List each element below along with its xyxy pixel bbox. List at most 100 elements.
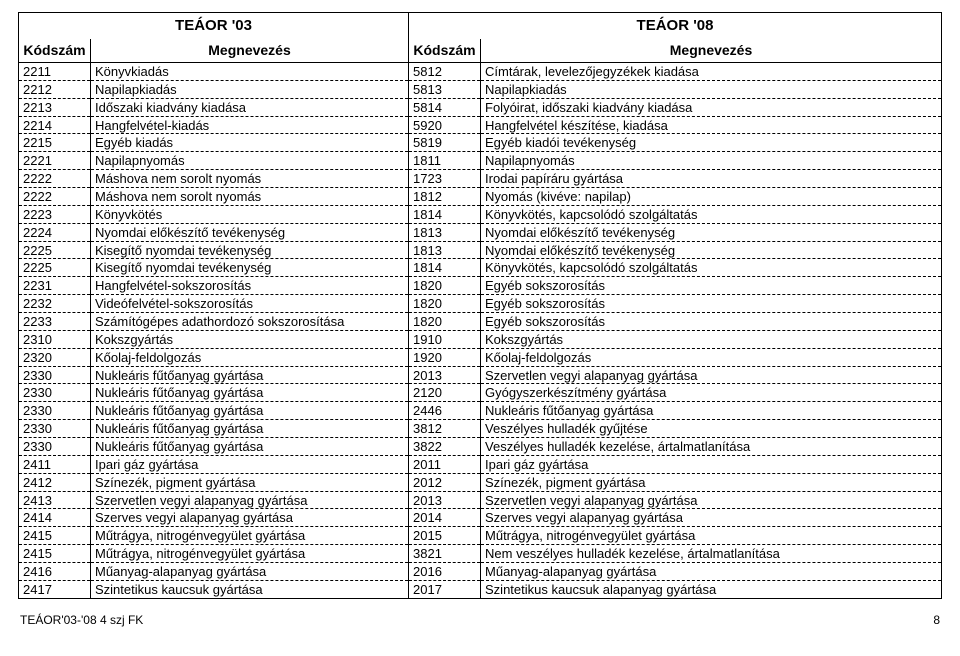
cell-c08: 2120 — [409, 384, 481, 402]
cell-c08: 1813 — [409, 241, 481, 259]
cell-c03: 2214 — [19, 116, 91, 134]
cell-c08: 2016 — [409, 563, 481, 581]
cell-c08: 1820 — [409, 277, 481, 295]
cell-n08: Hangfelvétel készítése, kiadása — [481, 116, 942, 134]
table-row: 2414Szerves vegyi alapanyag gyártása2014… — [19, 509, 942, 527]
cell-c03: 2320 — [19, 348, 91, 366]
cell-c08: 3822 — [409, 438, 481, 456]
table-row: 2330Nukleáris fűtőanyag gyártása2013Szer… — [19, 366, 942, 384]
cell-c03: 2231 — [19, 277, 91, 295]
cell-n03: Nukleáris fűtőanyag gyártása — [91, 366, 409, 384]
table-row: 2330Nukleáris fűtőanyag gyártása3822Vesz… — [19, 438, 942, 456]
table-row: 2412Színezék, pigment gyártása2012Színez… — [19, 473, 942, 491]
cell-n08: Kőolaj-feldolgozás — [481, 348, 942, 366]
cell-c03: 2215 — [19, 134, 91, 152]
col-code-03: Kódszám — [19, 39, 91, 63]
cell-c08: 5812 — [409, 63, 481, 81]
table-row: 2233Számítógépes adathordozó sokszorosít… — [19, 313, 942, 331]
cell-c03: 2225 — [19, 241, 91, 259]
table-row: 2211Könyvkiadás5812Címtárak, levelezőjeg… — [19, 63, 942, 81]
cell-c03: 2222 — [19, 170, 91, 188]
cell-n08: Napilapkiadás — [481, 80, 942, 98]
cell-n08: Szintetikus kaucsuk alapanyag gyártása — [481, 580, 942, 598]
cell-n08: Nyomdai előkészítő tevékenység — [481, 241, 942, 259]
table-row: 2330Nukleáris fűtőanyag gyártása2446Nukl… — [19, 402, 942, 420]
cell-c03: 2330 — [19, 366, 91, 384]
table-row: 2212Napilapkiadás5813Napilapkiadás — [19, 80, 942, 98]
cell-n03: Máshova nem sorolt nyomás — [91, 170, 409, 188]
cell-c08: 2012 — [409, 473, 481, 491]
cell-n03: Szintetikus kaucsuk gyártása — [91, 580, 409, 598]
cell-n08: Műtrágya, nitrogénvegyület gyártása — [481, 527, 942, 545]
cell-c03: 2232 — [19, 295, 91, 313]
cell-c08: 2014 — [409, 509, 481, 527]
cell-n08: Könyvkötés, kapcsolódó szolgáltatás — [481, 205, 942, 223]
cell-n08: Címtárak, levelezőjegyzékek kiadása — [481, 63, 942, 81]
table-row: 2330Nukleáris fűtőanyag gyártása3812Vesz… — [19, 420, 942, 438]
cell-n03: Kisegítő nyomdai tevékenység — [91, 241, 409, 259]
cell-c03: 2413 — [19, 491, 91, 509]
cell-c03: 2213 — [19, 98, 91, 116]
cell-n08: Nyomdai előkészítő tevékenység — [481, 223, 942, 241]
cell-n03: Műtrágya, nitrogénvegyület gyártása — [91, 545, 409, 563]
table-row: 2330Nukleáris fűtőanyag gyártása2120Gyóg… — [19, 384, 942, 402]
cell-n03: Számítógépes adathordozó sokszorosítása — [91, 313, 409, 331]
cell-c03: 2411 — [19, 455, 91, 473]
cell-n03: Szervetlen vegyi alapanyag gyártása — [91, 491, 409, 509]
table-body: 2211Könyvkiadás5812Címtárak, levelezőjeg… — [19, 63, 942, 599]
table-row: 2231Hangfelvétel-sokszorosítás1820Egyéb … — [19, 277, 942, 295]
table-row: 2222Máshova nem sorolt nyomás1723Irodai … — [19, 170, 942, 188]
cell-c03: 2211 — [19, 63, 91, 81]
cell-n03: Máshova nem sorolt nyomás — [91, 188, 409, 206]
cell-n08: Egyéb sokszorosítás — [481, 313, 942, 331]
cell-c03: 2223 — [19, 205, 91, 223]
cell-c03: 2310 — [19, 330, 91, 348]
cell-n08: Ipari gáz gyártása — [481, 455, 942, 473]
cell-n08: Napilapnyomás — [481, 152, 942, 170]
cell-c08: 1920 — [409, 348, 481, 366]
cell-c03: 2330 — [19, 438, 91, 456]
cell-c08: 2017 — [409, 580, 481, 598]
header-right: TEÁOR '08 — [409, 13, 942, 40]
cell-n08: Egyéb sokszorosítás — [481, 295, 942, 313]
table-row: 2225Kisegítő nyomdai tevékenység1814Köny… — [19, 259, 942, 277]
cell-c08: 1814 — [409, 205, 481, 223]
table-row: 2413Szervetlen vegyi alapanyag gyártása2… — [19, 491, 942, 509]
cell-c08: 2015 — [409, 527, 481, 545]
table-row: 2222Máshova nem sorolt nyomás1812Nyomás … — [19, 188, 942, 206]
cell-n08: Egyéb sokszorosítás — [481, 277, 942, 295]
cell-n03: Ipari gáz gyártása — [91, 455, 409, 473]
cell-n08: Műanyag-alapanyag gyártása — [481, 563, 942, 581]
cell-n03: Napilapkiadás — [91, 80, 409, 98]
col-name-08: Megnevezés — [481, 39, 942, 63]
cell-n03: Hangfelvétel-kiadás — [91, 116, 409, 134]
cell-n03: Színezék, pigment gyártása — [91, 473, 409, 491]
cell-n03: Kisegítő nyomdai tevékenység — [91, 259, 409, 277]
cell-n03: Videófelvétel-sokszorosítás — [91, 295, 409, 313]
cell-n08: Szervetlen vegyi alapanyag gyártása — [481, 366, 942, 384]
cell-c03: 2414 — [19, 509, 91, 527]
cell-c08: 2013 — [409, 366, 481, 384]
table-row: 2213Időszaki kiadvány kiadása5814Folyóir… — [19, 98, 942, 116]
cell-c03: 2330 — [19, 384, 91, 402]
table-row: 2224Nyomdai előkészítő tevékenység1813Ny… — [19, 223, 942, 241]
cell-c03: 2415 — [19, 545, 91, 563]
table-row: 2225Kisegítő nyomdai tevékenység1813Nyom… — [19, 241, 942, 259]
cell-n08: Gyógyszerkészítmény gyártása — [481, 384, 942, 402]
cell-c03: 2416 — [19, 563, 91, 581]
cell-n08: Veszélyes hulladék kezelése, ártalmatlan… — [481, 438, 942, 456]
cell-c03: 2212 — [19, 80, 91, 98]
cell-n03: Egyéb kiadás — [91, 134, 409, 152]
table-row: 2416Műanyag-alapanyag gyártása2016Műanya… — [19, 563, 942, 581]
cell-n03: Nukleáris fűtőanyag gyártása — [91, 384, 409, 402]
cell-n03: Nyomdai előkészítő tevékenység — [91, 223, 409, 241]
cell-c03: 2330 — [19, 420, 91, 438]
cell-n08: Kokszgyártás — [481, 330, 942, 348]
cell-n03: Könyvkötés — [91, 205, 409, 223]
cell-n03: Nukleáris fűtőanyag gyártása — [91, 402, 409, 420]
cell-c08: 5920 — [409, 116, 481, 134]
table-row: 2417Szintetikus kaucsuk gyártása2017Szin… — [19, 580, 942, 598]
cell-n03: Műanyag-alapanyag gyártása — [91, 563, 409, 581]
mapping-table: TEÁOR '03 TEÁOR '08 Kódszám Megnevezés K… — [18, 12, 942, 599]
cell-c03: 2330 — [19, 402, 91, 420]
